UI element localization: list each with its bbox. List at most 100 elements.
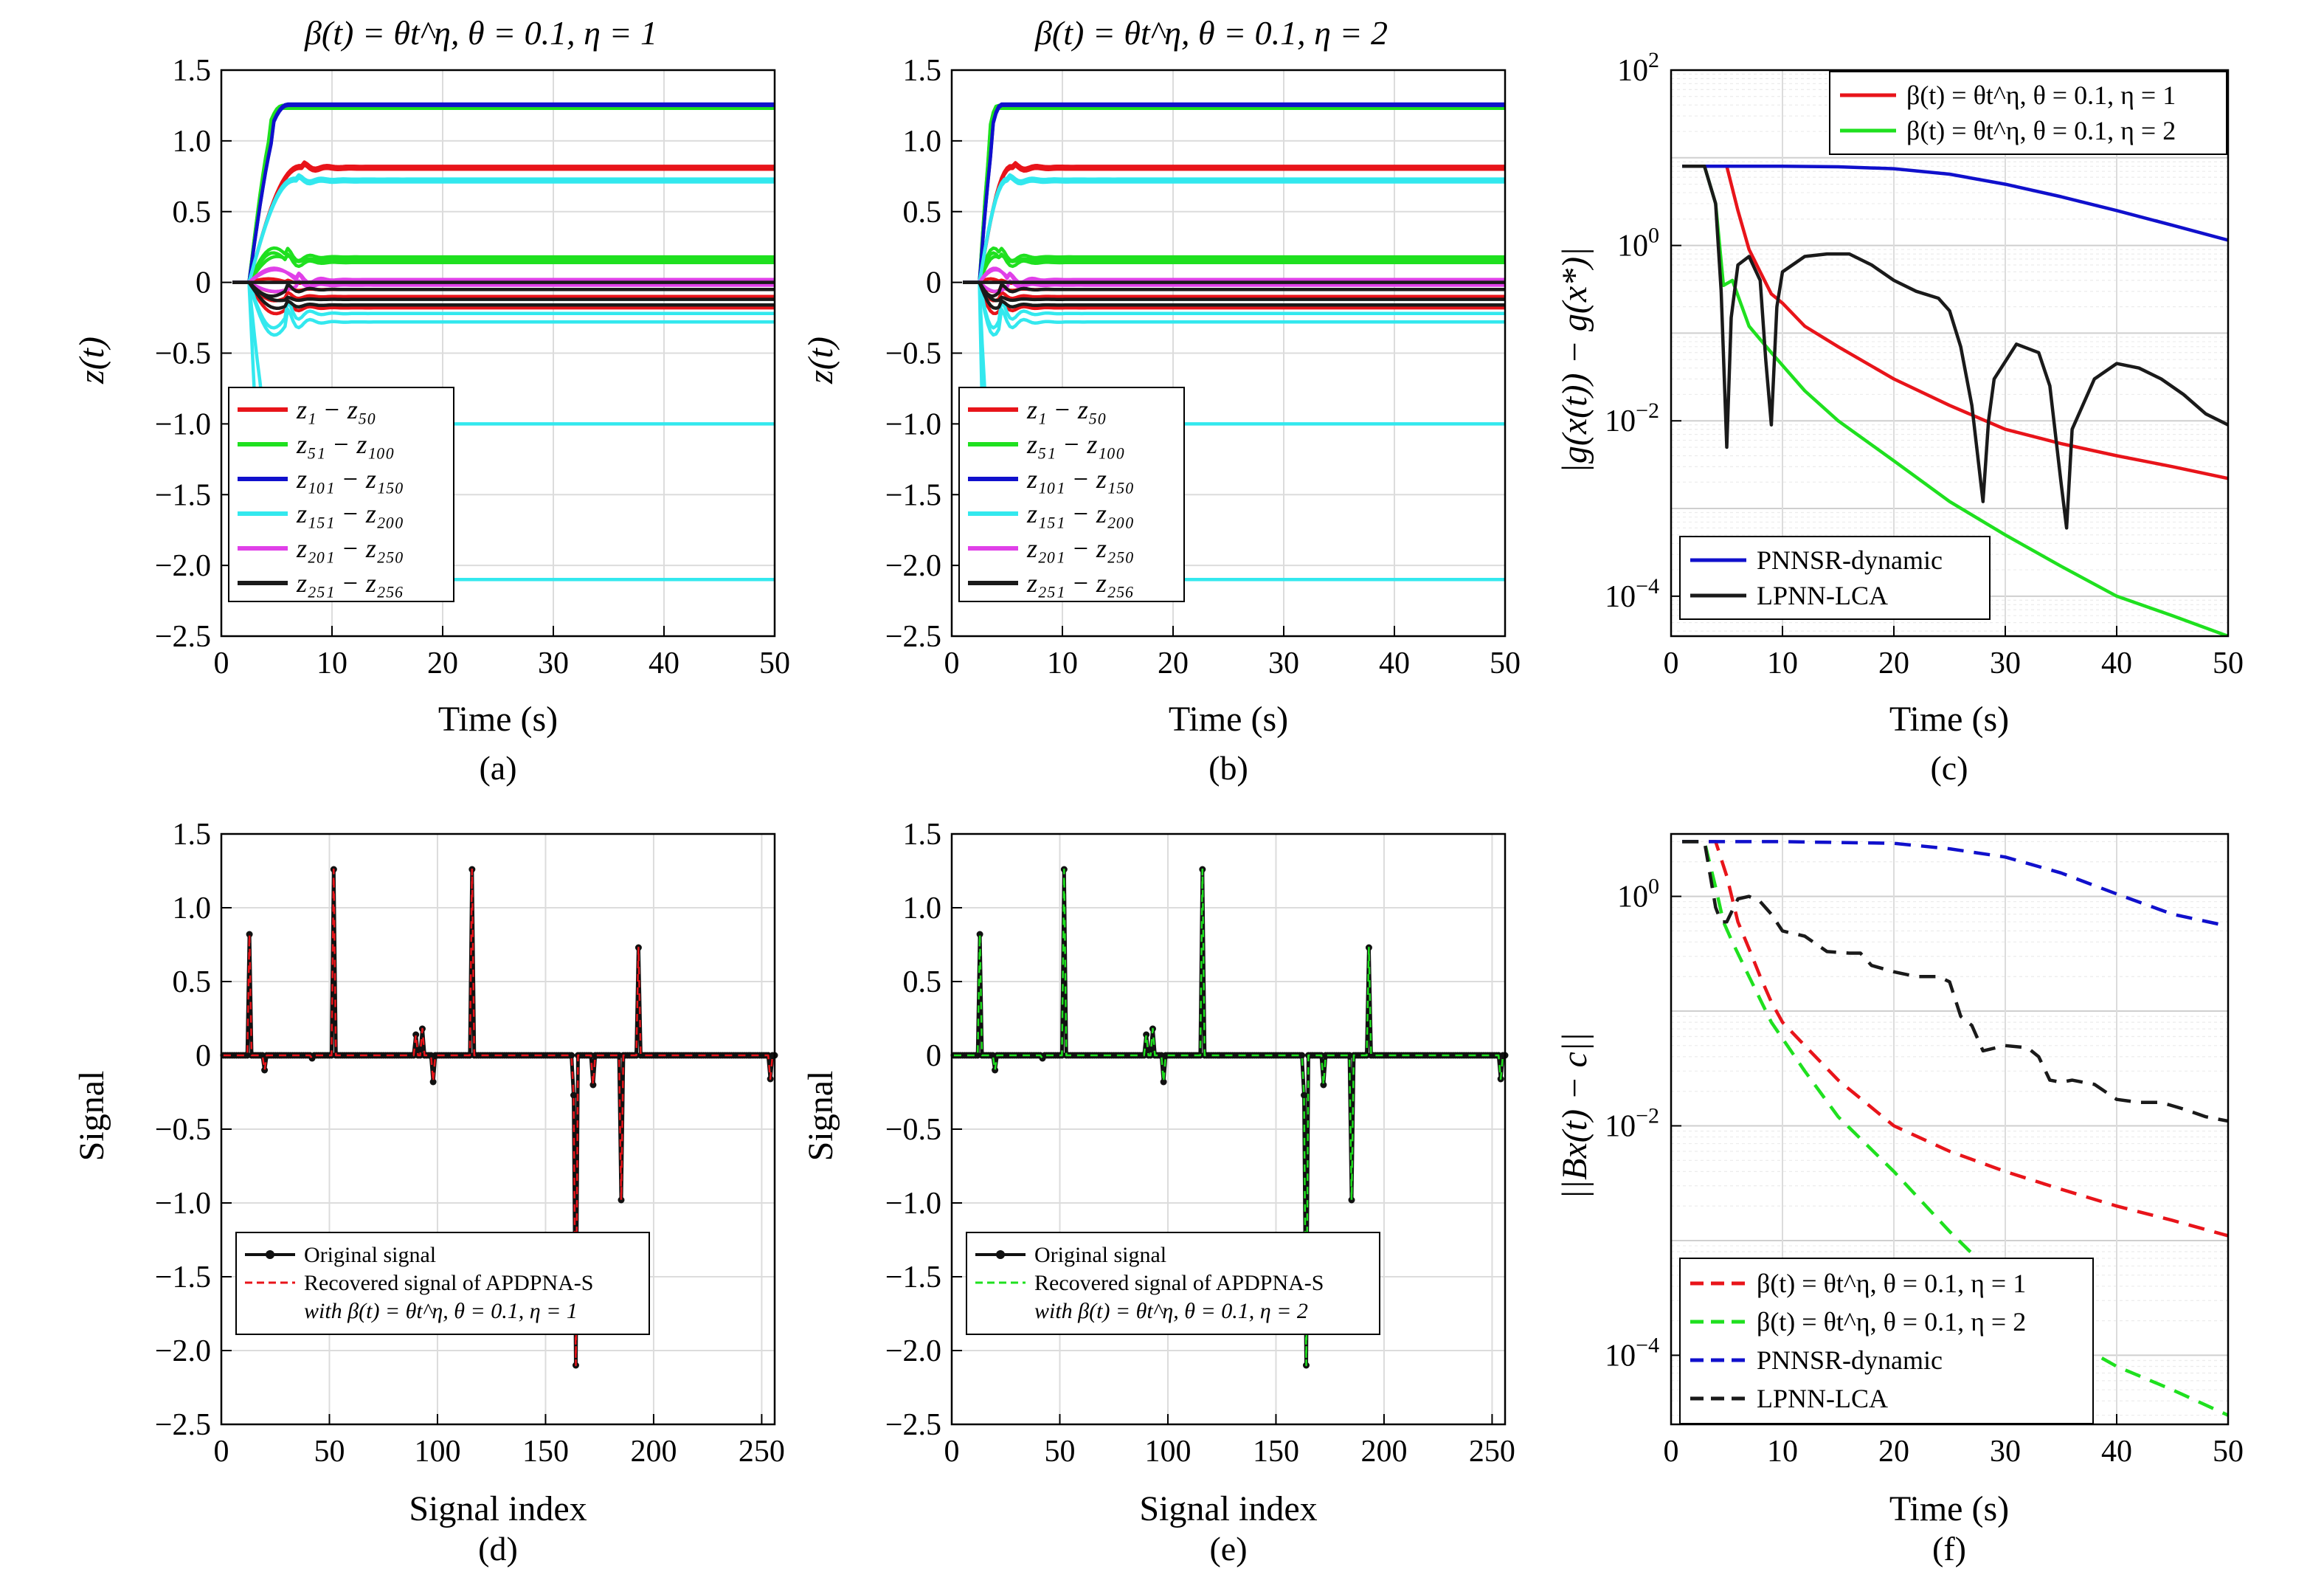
a-series-line bbox=[232, 251, 775, 284]
d-ytick-label: −1.5 bbox=[155, 1261, 211, 1294]
b-ytick-label: 1.0 bbox=[903, 125, 942, 159]
a-series-line bbox=[232, 176, 775, 284]
d-original-marker bbox=[412, 1031, 420, 1038]
a-xtick-label: 40 bbox=[649, 646, 679, 680]
a-xtick-label: 0 bbox=[214, 646, 229, 680]
b-series-line bbox=[963, 161, 1505, 284]
panel-b-caption: (b) bbox=[1208, 749, 1248, 787]
panel-a-ylabel: z(t) bbox=[72, 337, 111, 385]
panel-c-ylabel: |g(x(t)) − g(x*)| bbox=[1555, 247, 1594, 474]
c-legend-label: β(t) = θt^η, θ = 0.1, η = 2 bbox=[1906, 116, 2176, 145]
d-original-marker bbox=[568, 1052, 575, 1059]
panel-a-title: β(t) = θt^η, θ = 0.1, η = 1 bbox=[304, 14, 657, 52]
f-xtick-label: 10 bbox=[1767, 1435, 1798, 1469]
c-ytick-label: 100 bbox=[1617, 224, 1659, 263]
e-xtick-label: 50 bbox=[1044, 1435, 1075, 1469]
e-legend-label: with β(t) = θt^η, θ = 0.1, η = 2 bbox=[1034, 1299, 1308, 1323]
f-series-line bbox=[1682, 840, 2228, 1123]
e-original-marker bbox=[976, 931, 983, 938]
e-ytick-label: −0.5 bbox=[885, 1113, 941, 1147]
d-ytick-label: −1.0 bbox=[155, 1187, 211, 1221]
b-ytick-label: −1.0 bbox=[885, 407, 941, 441]
d-ytick-label: 1.5 bbox=[173, 818, 212, 852]
panel-b-xlabel: Time (s) bbox=[1169, 700, 1288, 739]
e-legend-marker bbox=[996, 1250, 1005, 1259]
a-series-line bbox=[232, 160, 775, 284]
e-legend-box bbox=[966, 1232, 1380, 1335]
panel-a-caption: (a) bbox=[479, 749, 516, 787]
e-legend-label: Recovered signal of APDPNA-S bbox=[1034, 1271, 1324, 1295]
a-series-line bbox=[232, 280, 775, 337]
a-ytick-label: 0.5 bbox=[173, 196, 212, 230]
c-series-line bbox=[1682, 165, 2228, 242]
c-xtick-label: 30 bbox=[1990, 646, 2021, 680]
a-legend-label: z₅₁ − z₁₀₀ bbox=[296, 430, 395, 459]
panel-b-ylabel: z(t) bbox=[801, 337, 840, 385]
b-ytick-label: 1.5 bbox=[903, 54, 942, 88]
b-ytick-label: 0 bbox=[926, 266, 941, 300]
e-original-marker bbox=[1298, 1052, 1306, 1059]
e-original-marker bbox=[1301, 1092, 1308, 1099]
b-series-line bbox=[963, 173, 1505, 284]
a-legend-label: z₁ − z₅₀ bbox=[296, 395, 376, 424]
a-series-line bbox=[232, 279, 775, 294]
b-series-line bbox=[963, 103, 1505, 284]
d-legend-marker bbox=[266, 1250, 274, 1259]
b-series-line bbox=[963, 280, 1505, 330]
a-legend-box bbox=[228, 387, 454, 602]
b-ytick-label: −1.5 bbox=[885, 478, 941, 512]
a-legend-label: z₁₀₁ − z₁₅₀ bbox=[296, 464, 404, 494]
d-legend-label: with β(t) = θt^η, θ = 0.1, η = 1 bbox=[304, 1299, 578, 1323]
b-series-line bbox=[963, 280, 1505, 303]
f-xtick-label: 0 bbox=[1664, 1435, 1679, 1469]
e-axes-frame bbox=[950, 832, 1507, 1426]
a-ytick-label: −1.5 bbox=[155, 478, 211, 512]
panel-e-caption: (e) bbox=[1209, 1530, 1247, 1568]
c-legend-label: β(t) = θt^η, θ = 0.1, η = 1 bbox=[1906, 80, 2176, 110]
panel-e-xlabel: Signal index bbox=[1139, 1489, 1317, 1528]
a-xtick-label: 30 bbox=[538, 646, 569, 680]
panel-e: 0 50 100 150 200 250 1.5 1.0 0.5 0 −0.5 −1.0 −1.5 −2.… bbox=[885, 818, 1515, 1469]
e-recovered-line bbox=[953, 868, 1505, 1367]
e-xtick-label: 200 bbox=[1360, 1435, 1407, 1469]
b-ytick-label: 0.5 bbox=[903, 196, 942, 230]
d-original-marker bbox=[570, 1092, 578, 1099]
e-ytick-label: −1.5 bbox=[885, 1261, 941, 1294]
a-series-line bbox=[232, 280, 775, 303]
d-xtick-label: 250 bbox=[739, 1435, 785, 1469]
c-legend-box bbox=[1829, 71, 2227, 155]
b-ytick-label: −2.5 bbox=[885, 620, 941, 654]
b-xtick-label: 40 bbox=[1379, 646, 1410, 680]
a-ytick-label: −2.0 bbox=[155, 549, 211, 583]
panel-d-caption: (d) bbox=[478, 1530, 518, 1568]
b-legend-label: z₁₅₁ − z₂₀₀ bbox=[1026, 499, 1134, 528]
c-xtick-label: 20 bbox=[1878, 646, 1909, 680]
b-legend-label: z₅₁ − z₁₀₀ bbox=[1026, 430, 1125, 459]
b-series-line bbox=[963, 279, 1505, 294]
f-legend-label: PNNSR-dynamic bbox=[1757, 1345, 1943, 1375]
a-xtick-label: 20 bbox=[427, 646, 458, 680]
b-legend-box bbox=[958, 387, 1185, 602]
c-xtick-label: 10 bbox=[1767, 646, 1798, 680]
a-ytick-label: −2.5 bbox=[155, 620, 211, 654]
e-original-marker bbox=[1160, 1078, 1167, 1086]
d-ytick-label: −2.5 bbox=[155, 1408, 211, 1442]
e-ytick-label: 1.0 bbox=[903, 892, 942, 925]
a-series-line bbox=[232, 106, 775, 284]
c-series-group bbox=[1682, 165, 2228, 636]
f-legend-label: β(t) = θt^η, θ = 0.1, η = 1 bbox=[1757, 1269, 2026, 1298]
d-recovered-line bbox=[223, 868, 775, 1367]
a-series-line bbox=[232, 280, 775, 311]
b-series-line bbox=[963, 280, 1505, 315]
e-xtick-label: 250 bbox=[1469, 1435, 1515, 1469]
d-original-marker bbox=[618, 1196, 625, 1204]
b-axes-frame bbox=[950, 69, 1507, 638]
c-ytick-label: 10−4 bbox=[1605, 574, 1659, 614]
a-series-line bbox=[232, 280, 775, 298]
c-xtick-label: 0 bbox=[1664, 646, 1679, 680]
d-xtick-label: 50 bbox=[314, 1435, 345, 1469]
b-ytick-label: −0.5 bbox=[885, 337, 941, 371]
a-ytick-label: 1.0 bbox=[173, 125, 212, 159]
panel-c-caption: (c) bbox=[1930, 749, 1968, 787]
